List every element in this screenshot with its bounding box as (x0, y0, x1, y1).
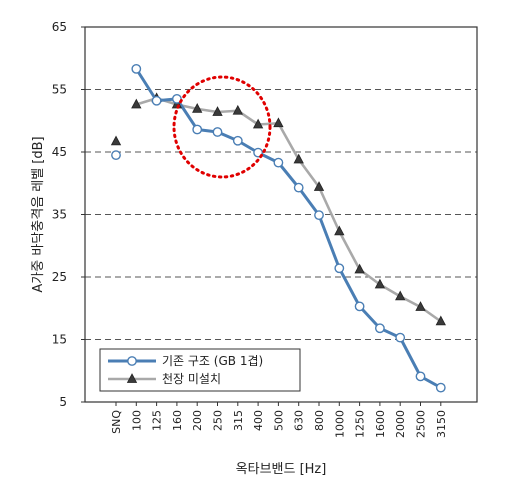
legend-label: 천장 미설치 (162, 371, 221, 386)
x-tick-label: 1600 (374, 410, 387, 438)
data-point-circle (151, 95, 162, 106)
data-point-triangle (252, 118, 264, 129)
x-tick-label: 630 (293, 410, 306, 431)
data-point-circle (314, 210, 324, 221)
y-tick-label: 55 (52, 83, 67, 97)
y-tick-label: 45 (52, 145, 67, 159)
legend: 기존 구조 (GB 1겹) 천장 미설치 (99, 348, 301, 392)
x-tick-label: 1250 (354, 410, 367, 438)
data-point-circle (171, 93, 182, 104)
x-tick-label: 800 (313, 410, 326, 431)
series-line (135, 96, 442, 323)
data-point-triangle (435, 315, 446, 326)
data-point-triangle (374, 278, 386, 289)
data-point-triangle (110, 135, 122, 146)
x-tick-label: 400 (252, 410, 265, 431)
legend-box (99, 348, 301, 392)
data-point-triangle (415, 301, 426, 311)
x-tick-label: 2500 (415, 410, 428, 438)
x-tick-label: 250 (212, 410, 225, 431)
data-point-circle (334, 263, 345, 274)
x-tick-label: 200 (191, 410, 204, 431)
y-axis-label: A가중 바닥충격음 레벨 [dB] (31, 136, 46, 292)
data-point-triangle (273, 117, 284, 128)
data-point-circle (273, 157, 284, 168)
x-tick-label: 2000 (394, 410, 407, 438)
data-point-triangle (354, 263, 365, 274)
x-tick-label: 500 (272, 410, 285, 431)
data-point-circle (293, 182, 304, 193)
x-tick-label: 125 (151, 410, 164, 431)
data-point-circle (395, 332, 406, 343)
data-point-triangle (232, 104, 243, 115)
x-tick-label: 3150 (435, 410, 448, 438)
data-point-circle (415, 371, 426, 382)
data-point-circle (192, 124, 203, 135)
data-point-circle (374, 323, 385, 334)
y-tick-label: 35 (52, 208, 67, 222)
legend-marker (126, 373, 138, 383)
y-tick-label: 65 (52, 20, 67, 34)
x-tick-label: 100 (130, 410, 143, 431)
data-point-triangle (293, 153, 304, 164)
data-point-circle (212, 127, 223, 137)
data-point-triangle (212, 106, 223, 116)
data-point-circle (131, 63, 142, 74)
data-point-triangle (334, 225, 345, 236)
data-point-circle (232, 135, 243, 146)
x-tick-label: SNQ (110, 410, 123, 434)
data-point-circle (435, 382, 446, 393)
x-axis-label: 옥타브밴드 [Hz] (236, 462, 327, 477)
data-point-triangle (131, 98, 142, 109)
data-point-triangle (395, 290, 406, 301)
data-point-circle (354, 301, 365, 312)
data-point-circle (111, 150, 121, 161)
x-tick-label: 1000 (333, 410, 346, 438)
legend-label: 기존 구조 (GB 1겹) (162, 354, 263, 368)
y-tick-label: 15 (52, 333, 67, 347)
data-point-triangle (313, 181, 325, 191)
x-tick-label: 160 (171, 410, 184, 431)
data-point-triangle (192, 103, 203, 113)
series-line (135, 68, 442, 389)
x-tick-label: 315 (232, 410, 245, 431)
legend-marker (127, 356, 137, 366)
y-tick-label: 5 (59, 395, 67, 409)
annotation-circle (172, 75, 272, 179)
y-tick-label: 25 (52, 270, 67, 284)
